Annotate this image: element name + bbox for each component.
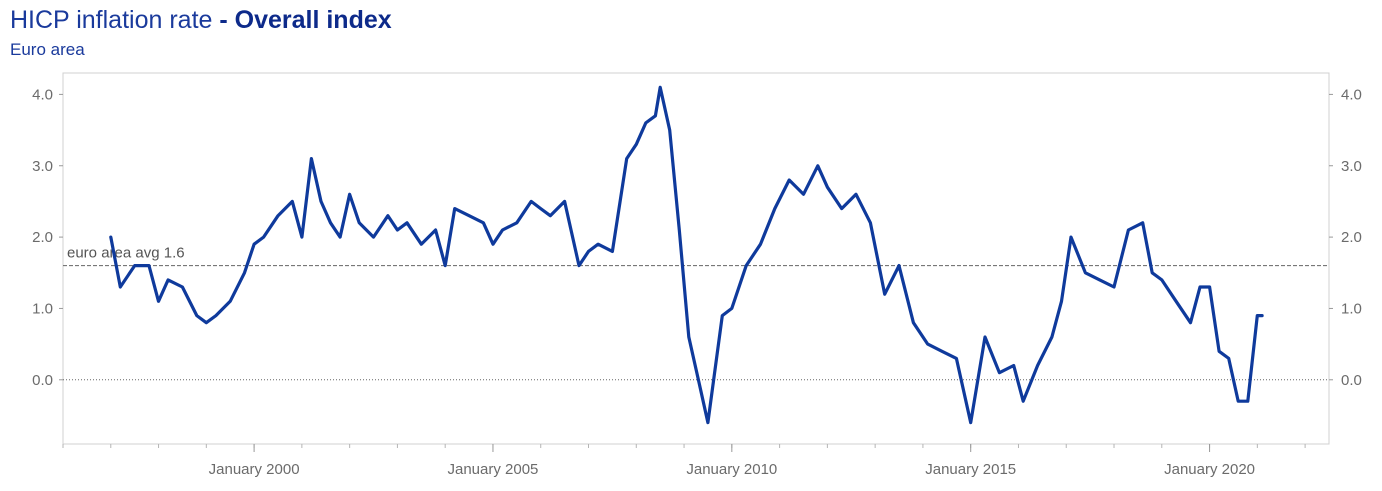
x-tick-label: January 2015 — [925, 461, 1016, 478]
x-tick-label: January 2005 — [448, 461, 539, 478]
y-tick-label-left: 2.0 — [32, 229, 53, 246]
y-tick-label-right: 0.0 — [1341, 372, 1362, 389]
chart-title: HICP inflation rate - Overall index — [10, 6, 392, 35]
y-tick-label-right: 2.0 — [1341, 229, 1362, 246]
reference-line-label: euro area avg 1.6 — [67, 245, 185, 262]
y-tick-label-left: 0.0 — [32, 372, 53, 389]
y-tick-label-right: 4.0 — [1341, 86, 1362, 103]
series-line — [109, 85, 1264, 425]
plot-border — [62, 72, 1330, 445]
chart-subtitle: Euro area — [10, 40, 85, 59]
y-tick-label-right: 1.0 — [1341, 300, 1362, 317]
x-tick-label: January 2020 — [1164, 461, 1255, 478]
y-tick-label-right: 3.0 — [1341, 158, 1362, 175]
x-tick-label: January 2010 — [686, 461, 777, 478]
chart-title-main: HICP inflation rate — [10, 6, 213, 34]
x-tick-label: January 2000 — [209, 461, 300, 478]
y-tick-label-left: 3.0 — [32, 158, 53, 175]
chart-title-bold: Overall index — [234, 6, 392, 34]
y-tick-label-left: 4.0 — [32, 86, 53, 103]
y-tick-label-left: 1.0 — [32, 300, 53, 317]
chart-title-separator: - — [212, 6, 235, 34]
